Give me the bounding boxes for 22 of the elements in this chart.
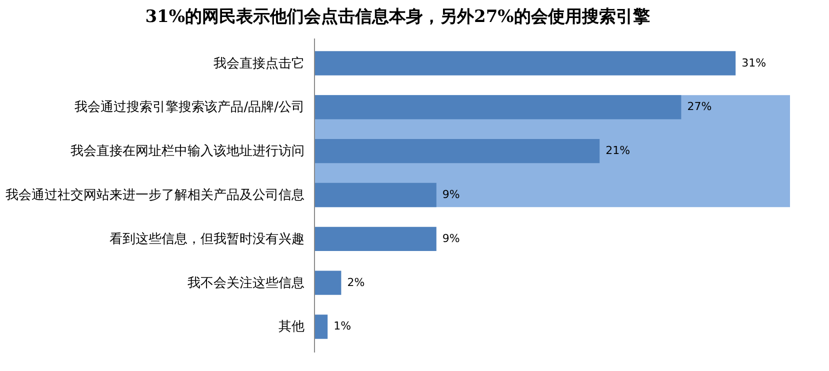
- y-tick-label: 看到这些信息，但我暂时没有兴趣: [110, 232, 304, 247]
- y-tick-label: 我会直接点击它: [214, 55, 304, 72]
- chart-title: 31%的网民表示他们会点击信息本身，另外27%的会使用搜索引擎: [145, 7, 651, 27]
- y-tick-label: 我不会关注这些信息: [188, 276, 304, 291]
- bar: [314, 95, 682, 120]
- data-label: 9%: [442, 188, 460, 201]
- y-tick-label: 我会通过社交网站来进一步了解相关产品及公司信息: [6, 187, 304, 203]
- bar: [314, 314, 328, 339]
- data-label: 2%: [347, 276, 365, 289]
- bar: [314, 51, 736, 76]
- data-label: 27%: [687, 100, 712, 114]
- bar: [314, 139, 600, 164]
- bar: [314, 226, 436, 251]
- bar: [314, 270, 342, 295]
- data-label: 9%: [442, 232, 460, 245]
- y-tick-label: 我会直接在网址栏中输入该地址进行访问: [70, 143, 304, 160]
- data-label: 31%: [742, 56, 766, 70]
- data-label: 21%: [606, 144, 630, 158]
- data-label: 1%: [334, 320, 352, 333]
- bar: [314, 182, 436, 208]
- y-tick-label: 我会通过搜索引擎搜索该产品/品牌/公司: [74, 99, 304, 116]
- y-tick-label: 其他: [278, 320, 304, 335]
